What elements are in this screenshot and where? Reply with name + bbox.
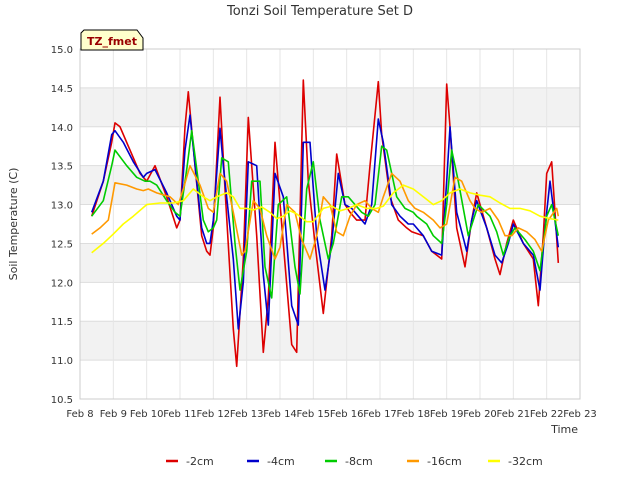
x-tick-label: Feb 8 (66, 409, 93, 420)
series-line-2cmcm (90, 79, 560, 368)
plot-band (80, 282, 580, 322)
plot-band (80, 321, 580, 361)
y-axis-ticks: 10.5 11.0 11.5 12.0 12.5 13.0 13.5 14.0 14.5 15.0 (51, 45, 73, 406)
x-tick-label: Feb 15 (297, 409, 331, 420)
y-tick-label: 11.5 (51, 317, 73, 328)
plot-band (80, 87, 580, 127)
legend: -2cm -4cm -8cm -16cm -32cm (166, 455, 543, 468)
legend-label: -32cm (508, 455, 543, 468)
x-tick-label: Feb 11 (163, 409, 197, 420)
x-tick-label: Feb 19 (430, 409, 464, 420)
x-tick-label: Feb 18 (397, 409, 431, 420)
y-tick-label: 15.0 (51, 45, 73, 56)
x-tick-label: Feb 14 (263, 409, 297, 420)
plot-band (80, 360, 580, 399)
plot-band (80, 126, 580, 166)
site-badge: TZ_fmet (80, 29, 144, 51)
x-axis-label: Time (550, 423, 578, 436)
plot-band (80, 165, 580, 205)
site-badge-text: TZ_fmet (87, 35, 137, 48)
series-line-16cmcm (91, 164, 560, 260)
y-axis-label: Soil Temperature (C) (7, 168, 20, 281)
x-tick-label: Feb 13 (230, 409, 264, 420)
y-tick-label: 14.5 (51, 84, 73, 95)
y-tick-label: 13.0 (51, 201, 73, 212)
plot-background (80, 49, 580, 399)
x-axis-ticks: Feb 8 Feb 9 Feb 10 Feb 11 Feb 12 Feb 13 Feb 14… (66, 409, 596, 420)
x-tick-label: Feb 23 (563, 409, 597, 420)
x-tick-label: Feb 10 (130, 409, 164, 420)
x-tick-label: Feb 12 (197, 409, 231, 420)
chart-title: Tonzi Soil Temperature Set D (226, 4, 413, 19)
x-tick-label: Feb 9 (100, 409, 127, 420)
y-tick-label: 14.0 (51, 123, 73, 134)
legend-label: -4cm (267, 455, 295, 468)
x-tick-label: Feb 20 (463, 409, 497, 420)
y-tick-label: 11.0 (51, 356, 73, 367)
x-tick-label: Feb 16 (330, 409, 364, 420)
y-tick-label: 13.5 (51, 162, 73, 173)
plot-band (80, 204, 580, 244)
x-tick-label: Feb 21 (497, 409, 531, 420)
y-tick-label: 12.5 (51, 239, 73, 250)
legend-label: -8cm (345, 455, 373, 468)
x-tick-label: Feb 22 (530, 409, 564, 420)
y-tick-label: 12.0 (51, 278, 73, 289)
series-lines (90, 79, 560, 368)
series-line-32cmcm (91, 184, 559, 254)
plot-band (80, 49, 580, 88)
plot-border (79, 48, 581, 400)
x-tick-label: Feb 17 (363, 409, 397, 420)
legend-label: -2cm (186, 455, 214, 468)
y-tick-label: 10.5 (51, 395, 73, 406)
site-badge-box (80, 29, 144, 51)
legend-label: -16cm (427, 455, 462, 468)
